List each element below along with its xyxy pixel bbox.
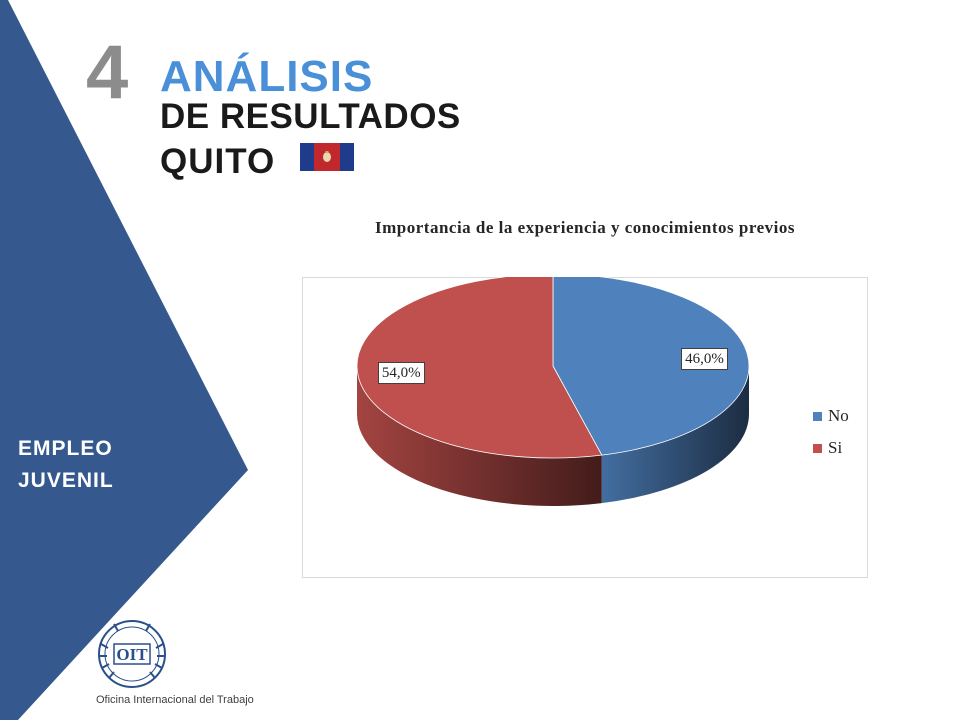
data-label-si: 54,0% <box>377 361 425 384</box>
pie-side-no <box>601 366 749 504</box>
oit-caption: Oficina Internacional del Trabajo <box>96 694 254 706</box>
page-title: ANÁLISIS <box>160 52 374 101</box>
legend-item-no: No <box>813 400 849 432</box>
oit-emblem-icon: OIT <box>98 620 166 688</box>
sidebar-label-empleo: EMPLEO <box>18 437 113 460</box>
pie-chart <box>356 277 750 506</box>
pie-slice-si <box>356 277 603 459</box>
section-number: 4 <box>86 30 129 115</box>
legend-item-si: Si <box>813 432 849 464</box>
chart-legend: No Si <box>813 400 849 464</box>
legend-label-si: Si <box>828 438 843 457</box>
quito-flag-icon <box>300 143 354 171</box>
legend-swatch-no <box>813 411 822 421</box>
chart-title: Importancia de la experiencia y conocimi… <box>375 218 795 237</box>
city-name: QUITO <box>160 142 276 181</box>
pie-slice-no <box>552 277 750 456</box>
legend-swatch-si <box>813 443 822 453</box>
oit-logo: OIT Oficina Internacional del Trabajo <box>92 618 262 714</box>
page-subtitle: DE RESULTADOS <box>160 97 461 136</box>
oit-emblem-text: OIT <box>116 645 148 664</box>
sidebar-label-juvenil: JUVENIL <box>18 469 114 492</box>
pie-side-si <box>357 366 602 506</box>
legend-label-no: No <box>828 406 849 425</box>
data-label-no: 46,0% <box>681 348 728 371</box>
